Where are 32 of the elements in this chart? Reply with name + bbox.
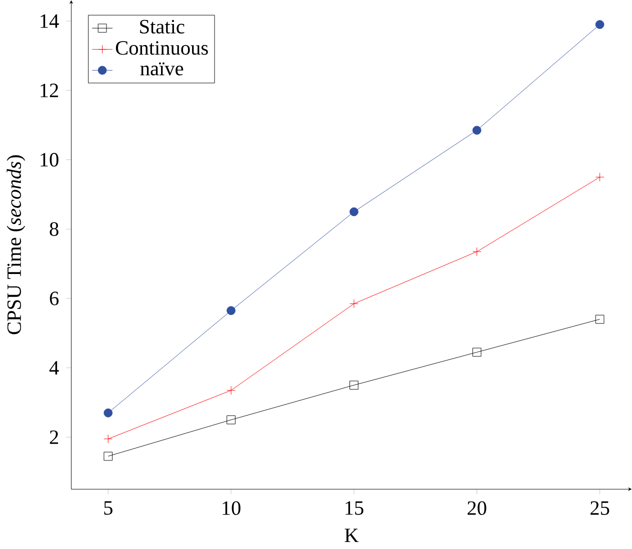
point — [226, 386, 236, 395]
point — [350, 299, 358, 308]
y-tick-label: 12 — [40, 84, 58, 98]
point — [595, 314, 604, 324]
y-tick-label: 14 — [40, 14, 59, 28]
point — [226, 306, 236, 316]
y-axis-title: CPSU Time (seconds) — [6, 155, 26, 334]
x-tick-label: 25 — [590, 501, 610, 516]
y-tick-label: 6 — [50, 292, 59, 306]
y-tick-label: 4 — [49, 361, 59, 375]
point — [104, 408, 113, 418]
point — [226, 416, 236, 424]
point — [472, 348, 482, 357]
point — [350, 207, 358, 216]
x-tick-label: 20 — [468, 501, 486, 516]
legend-label: naïve — [140, 62, 184, 76]
legend-label: Static — [140, 20, 184, 34]
y-tick-label: 10 — [40, 153, 58, 167]
x-axis-title: K — [344, 528, 359, 542]
point — [595, 172, 604, 182]
point — [472, 126, 482, 135]
point — [104, 434, 113, 444]
y-tick-label: 8 — [50, 222, 58, 236]
point — [595, 20, 604, 30]
x-tick-label: 10 — [222, 501, 240, 516]
legend-label: Continuous — [116, 41, 208, 55]
point — [472, 247, 482, 256]
y-tick-label: 2 — [50, 430, 58, 444]
point — [350, 380, 358, 390]
x-tick-label: 15 — [346, 501, 364, 515]
x-tick-label: 5 — [104, 501, 112, 515]
point — [104, 452, 113, 461]
